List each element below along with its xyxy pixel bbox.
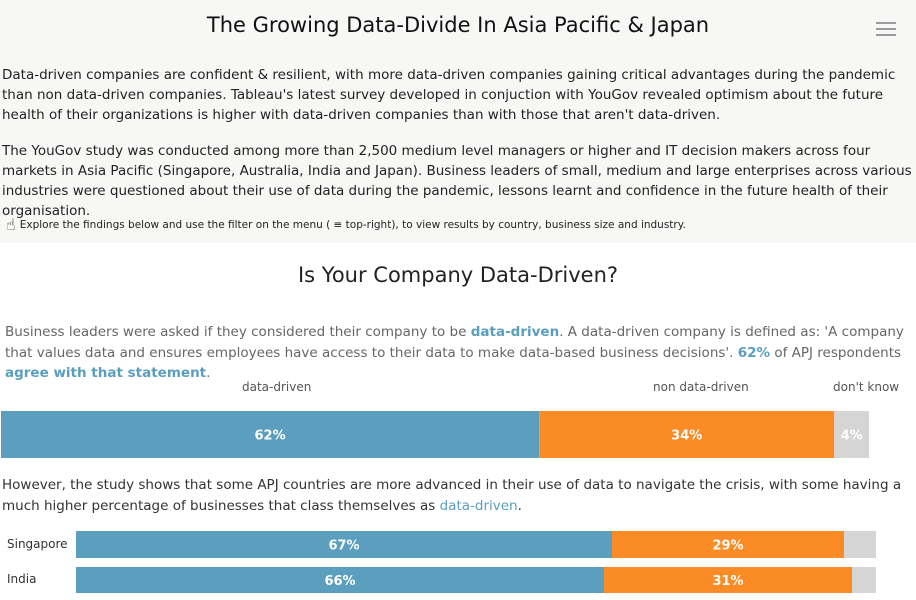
data-label-india-non-data-driven: 31%	[712, 574, 743, 589]
desc-text-b: . A data-driven company is defined as: '…	[5, 324, 904, 361]
hamburger-menu-icon[interactable]	[876, 21, 896, 37]
pointing-hand-icon: ☝	[6, 215, 16, 234]
category-label-data-driven: data-driven	[242, 380, 312, 394]
bar-india-data-driven[interactable]	[76, 567, 604, 593]
section-description: Business leaders were asked if they cons…	[5, 322, 910, 384]
bar-singapore-data-driven[interactable]	[76, 531, 612, 558]
bar-apj-non-data-driven[interactable]	[539, 411, 835, 458]
data-label-apj-non-data-driven: 34%	[671, 429, 702, 444]
intro-panel	[0, 0, 916, 243]
page-title: The Growing Data-Divide In Asia Pacific …	[206, 13, 710, 37]
desc2-text-a: However, the study shows that some APJ c…	[2, 477, 902, 514]
bar-singapore-don-t-know[interactable]	[844, 531, 876, 558]
category-label-dont-know: don't know	[833, 380, 900, 394]
filter-hint-text: Explore the findings below and use the f…	[19, 218, 686, 231]
data-label-india-data-driven: 66%	[324, 574, 355, 589]
bar-india-don-t-know[interactable]	[852, 567, 876, 593]
intro-paragraph-2: The YouGov study was conducted among mor…	[2, 143, 912, 219]
data-label-singapore-non-data-driven: 29%	[712, 539, 743, 554]
section-title: Is Your Company Data-Driven?	[297, 263, 619, 287]
data-label-apj-data-driven: 62%	[255, 429, 286, 444]
bar-singapore-non-data-driven[interactable]	[612, 531, 844, 558]
desc2-text-b: .	[517, 497, 522, 514]
category-label-non-data-driven: non data-driven	[653, 380, 749, 394]
bar-apj-don-t-know[interactable]	[834, 411, 869, 458]
filter-hint: ☝ Explore the findings below and use the…	[6, 215, 686, 234]
desc-text-d: .	[206, 365, 211, 381]
desc-highlight-percent: 62%	[737, 344, 771, 361]
desc-text-a: Business leaders were asked if they cons…	[5, 324, 471, 340]
bar-apj-data-driven[interactable]	[1, 411, 540, 458]
desc-highlight-agree: agree with that statement	[5, 365, 207, 381]
data-label-singapore-data-driven: 67%	[328, 539, 359, 554]
desc2-highlight-data-driven: data-driven	[439, 497, 518, 514]
desc-text-c: of APJ respondents	[770, 344, 902, 361]
country-description: However, the study shows that some APJ c…	[2, 475, 914, 516]
data-label-apj-don-t-know: 4%	[841, 429, 863, 444]
intro-paragraph-1: Data-driven companies are confident & re…	[2, 67, 896, 123]
bar-india-non-data-driven[interactable]	[604, 567, 852, 593]
desc-highlight-data-driven: data-driven	[470, 324, 560, 340]
row-label-singapore: Singapore	[7, 537, 68, 551]
row-label-india: India	[7, 572, 37, 586]
